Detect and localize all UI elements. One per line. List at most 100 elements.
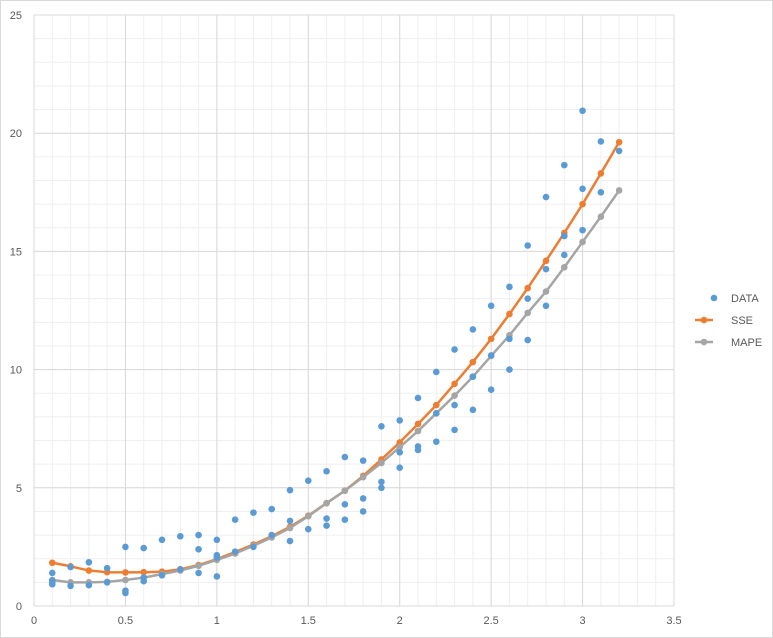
data-point (396, 464, 404, 472)
mape-marker (195, 562, 202, 570)
mape-marker (597, 213, 605, 220)
y-tick-label: 25 (10, 10, 22, 22)
y-tick-label: 15 (10, 246, 22, 258)
sse-marker (597, 170, 605, 177)
data-point (103, 579, 111, 586)
data-point (286, 517, 294, 525)
mape-marker (341, 487, 349, 494)
data-point (286, 486, 294, 494)
sse-marker (542, 257, 550, 265)
data-point (140, 574, 148, 581)
data-point (542, 302, 550, 310)
legend-swatch-marker (700, 338, 708, 346)
legend-swatch-marker (710, 294, 718, 302)
data-point (341, 453, 349, 461)
x-tick-label: 1.5 (301, 615, 316, 627)
data-point (560, 251, 568, 259)
sse-marker (579, 200, 586, 208)
data-point (304, 525, 312, 533)
mape-marker (378, 459, 385, 467)
sse-marker (524, 284, 532, 292)
data-point (195, 569, 202, 577)
major-gridlines (33, 14, 675, 607)
plot-series (48, 107, 623, 597)
data-point (451, 401, 458, 409)
data-point (213, 573, 221, 580)
data-point (122, 587, 129, 594)
data-point (268, 531, 276, 539)
data-point (85, 558, 93, 566)
data-point (396, 449, 404, 456)
data-point (341, 501, 349, 508)
data-point (195, 545, 202, 553)
mape-marker (304, 512, 312, 520)
data-point (414, 443, 422, 450)
mape-marker (451, 392, 458, 399)
x-tick-label: 3 (580, 615, 586, 627)
legend-label: SSE (731, 315, 753, 327)
mape-marker (396, 443, 404, 451)
sse-marker (432, 401, 440, 409)
series-data (48, 107, 623, 597)
sse-marker (469, 358, 477, 366)
data-point (542, 265, 550, 273)
data-point (432, 438, 440, 446)
data-point (250, 509, 257, 516)
legend-item-data: DATA (710, 293, 759, 305)
mape-marker (615, 187, 623, 194)
data-point (341, 516, 349, 524)
data-point (67, 563, 74, 571)
data-point (378, 478, 385, 486)
data-point (195, 531, 202, 539)
data-point (378, 423, 385, 430)
data-point (432, 410, 440, 417)
data-point (487, 352, 495, 359)
data-point (579, 107, 586, 115)
legend-item-sse: SSE (695, 315, 753, 327)
mape-marker (122, 576, 129, 584)
data-point (506, 366, 513, 373)
sse-marker (615, 138, 623, 146)
legend: DATA SSE MAPE (695, 293, 762, 349)
data-point (524, 242, 532, 249)
sse-marker (140, 568, 148, 576)
x-tick-label: 1 (214, 615, 220, 627)
data-point (579, 185, 586, 193)
data-point (469, 406, 477, 414)
series-mape (48, 187, 623, 586)
mape-line (52, 189, 621, 584)
y-tick-label: 10 (10, 365, 22, 377)
data-point (67, 582, 74, 590)
data-point (48, 579, 56, 586)
data-point (615, 147, 623, 155)
data-point (414, 394, 422, 402)
data-point (432, 368, 440, 376)
sse-marker (85, 567, 93, 574)
data-point (231, 548, 239, 555)
data-point (48, 569, 56, 577)
data-point (597, 138, 605, 145)
data-point (469, 326, 477, 333)
x-tick-label: 3.5 (666, 615, 681, 627)
data-point (176, 566, 184, 573)
sse-marker (414, 420, 422, 428)
x-tick-label: 0.5 (118, 615, 133, 627)
data-point (286, 537, 294, 545)
data-point (213, 551, 221, 559)
data-point (378, 484, 385, 492)
y-axis-tick-labels: 0 5 10 15 20 25 (10, 10, 22, 613)
data-point (359, 508, 367, 515)
data-point (176, 532, 184, 540)
data-point (579, 226, 586, 234)
minor-gridlines (33, 14, 675, 607)
mape-marker (286, 524, 294, 532)
data-point (560, 232, 568, 240)
data-point (451, 426, 458, 434)
mape-marker (560, 263, 568, 271)
data-point (213, 536, 221, 544)
mape-marker (359, 473, 367, 481)
data-point (304, 477, 312, 485)
mape-marker (542, 288, 550, 295)
data-point (487, 302, 495, 310)
